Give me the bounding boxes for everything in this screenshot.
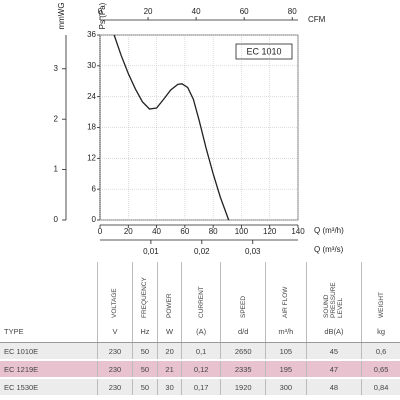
table-cell: EC 1219E xyxy=(0,360,98,379)
x-tick-label: 40 xyxy=(152,227,161,236)
table-cell: 230 xyxy=(97,360,133,379)
x2-tick-label: 0 xyxy=(98,7,103,16)
x-tick-label: 100 xyxy=(235,227,249,236)
header-text: SOUND PRESSURE LEVEL xyxy=(323,282,345,318)
table-cell: VOLTAGE xyxy=(97,262,133,320)
y2-tick-label: 2 xyxy=(54,114,59,123)
table-cell: EC 1010E xyxy=(0,342,98,361)
y-tick-label: 12 xyxy=(87,153,96,162)
y-label: Ps (Pa) xyxy=(98,2,107,29)
y-tick-label: 24 xyxy=(87,92,96,101)
y-tick-label: 18 xyxy=(87,123,96,132)
header-text: SPEED xyxy=(239,295,247,318)
table-cell: 300 xyxy=(265,378,307,397)
table-cell: 48 xyxy=(305,378,362,397)
x-tick-label: 140 xyxy=(291,227,305,236)
header-text: VOLTAGE xyxy=(111,288,119,318)
header-text: FREQUENCY xyxy=(141,277,149,318)
x3-tick-label: 0,01 xyxy=(143,247,159,256)
header-text: WEIGHT xyxy=(377,292,385,318)
x2-tick-label: 80 xyxy=(288,7,297,16)
table-cell: 45 xyxy=(305,342,362,361)
label-box xyxy=(235,43,293,60)
table-cell: EC 1530E xyxy=(0,378,98,397)
x2-label: CFM xyxy=(308,15,326,24)
curve xyxy=(113,34,230,221)
x2-tick-label: 40 xyxy=(192,7,201,16)
y-tick-label: 0 xyxy=(92,215,97,224)
table-cell: 0,6 xyxy=(361,342,400,361)
x3-tick-label: 0,02 xyxy=(194,247,210,256)
table-cell: 50 xyxy=(131,342,158,361)
table-cell: AIR FLOW xyxy=(265,262,307,320)
header-text: POWER xyxy=(166,293,174,318)
table-cell: (A) xyxy=(180,320,221,343)
table-cell: 0,84 xyxy=(361,378,400,397)
table-row: VOLTAGE FREQUENCY POWER CURRENT SPEED AIR FLO… xyxy=(0,262,400,320)
table-cell: 230 xyxy=(97,342,133,361)
table-cell: 0,12 xyxy=(180,360,221,379)
table-row: EC 1219E 230 50 21 0,12 2335 195 47 0,65 xyxy=(0,360,400,379)
table-cell: FREQUENCY xyxy=(131,262,158,320)
table-cell: 2335 xyxy=(220,360,266,379)
table-cell: 47 xyxy=(305,360,362,379)
table-cell: 1920 xyxy=(220,378,266,397)
table-cell: SOUND PRESSURE LEVEL xyxy=(305,262,362,320)
spec-table: VOLTAGE FREQUENCY POWER CURRENT SPEED AIR FLO… xyxy=(0,262,400,397)
chart: EC 1010 Ps (Pa) mmWG CFM Q (m³/h) Q (m³/… xyxy=(54,2,345,256)
x-tick-label: 0 xyxy=(98,227,103,236)
table-cell: 0,65 xyxy=(361,360,400,379)
table-cell: CURRENT xyxy=(180,262,221,320)
table-row: EC 1530E 230 50 30 0,17 1920 300 48 0,84 xyxy=(0,378,400,397)
y-tick-label: 36 xyxy=(87,30,96,39)
x3-tick-label: 0,03 xyxy=(245,247,261,256)
header-text: CURRENT xyxy=(197,286,205,318)
x2-tick-label: 60 xyxy=(240,7,249,16)
x3-label: Q (m³/s) xyxy=(314,245,344,254)
x-tick-label: 20 xyxy=(124,227,133,236)
table-cell: 21 xyxy=(157,360,182,379)
table-cell: 0,17 xyxy=(180,378,221,397)
table-cell: 20 xyxy=(157,342,182,361)
table-cell: m³/h xyxy=(265,320,307,343)
table-cell: 2650 xyxy=(220,342,266,361)
header-text: AIR FLOW xyxy=(282,286,290,318)
x-tick-label: 120 xyxy=(263,227,277,236)
table-cell: 0,1 xyxy=(180,342,221,361)
table-cell: 30 xyxy=(157,378,182,397)
x-tick-label: 60 xyxy=(180,227,189,236)
table-cell: Hz xyxy=(131,320,158,343)
table-cell: 105 xyxy=(265,342,307,361)
table-cell: dB(A) xyxy=(305,320,362,343)
table-cell: POWER xyxy=(157,262,182,320)
y-tick-label: 6 xyxy=(92,184,97,193)
table-cell: W xyxy=(157,320,182,343)
x2-tick-label: 20 xyxy=(144,7,153,16)
table-cell: V xyxy=(97,320,133,343)
y2-label: mmWG xyxy=(57,2,66,29)
table-cell: TYPE xyxy=(0,320,98,343)
table-cell xyxy=(0,262,98,320)
table-cell: WEIGHT xyxy=(361,262,400,320)
curve-label: EC 1010 xyxy=(246,46,281,56)
table-cell: 50 xyxy=(131,378,158,397)
y2-tick-label: 1 xyxy=(54,165,59,174)
y2-tick-label: 3 xyxy=(54,64,59,73)
y-tick-label: 30 xyxy=(87,61,96,70)
table-row: EC 1010E 230 50 20 0,1 2650 105 45 0,6 xyxy=(0,342,400,361)
table-cell: 195 xyxy=(265,360,307,379)
table-cell: d/d xyxy=(220,320,266,343)
table-cell: SPEED xyxy=(220,262,266,320)
table-row: TYPE V Hz W (A) d/d m³/h dB(A) kg xyxy=(0,320,400,343)
table-cell: kg xyxy=(361,320,400,343)
table-cell: 50 xyxy=(131,360,158,379)
table-cell: 230 xyxy=(97,378,133,397)
y2-tick-label: 0 xyxy=(54,215,59,224)
x-label: Q (m³/h) xyxy=(314,226,344,235)
x-tick-label: 80 xyxy=(209,227,218,236)
